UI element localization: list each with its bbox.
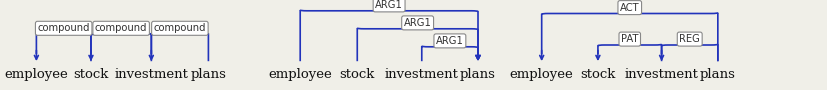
Text: employee: employee [509,68,574,81]
Text: investment: investment [114,68,189,81]
Text: compound: compound [154,23,206,33]
Text: stock: stock [340,68,375,81]
Text: ACT: ACT [620,3,639,13]
Text: employee: employee [268,68,332,81]
Text: ARG1: ARG1 [404,18,432,28]
Text: compound: compound [37,23,90,33]
Text: employee: employee [4,68,69,81]
Text: PAT: PAT [621,34,638,44]
Text: stock: stock [581,68,615,81]
Text: investment: investment [385,68,459,81]
Text: compound: compound [95,23,147,33]
Text: plans: plans [190,68,227,81]
Text: ARG1: ARG1 [375,0,403,10]
Text: plans: plans [460,68,496,81]
Text: ARG1: ARG1 [436,36,464,46]
Text: stock: stock [74,68,108,81]
Text: REG: REG [679,34,700,44]
Text: plans: plans [700,68,736,81]
Text: investment: investment [624,68,699,81]
